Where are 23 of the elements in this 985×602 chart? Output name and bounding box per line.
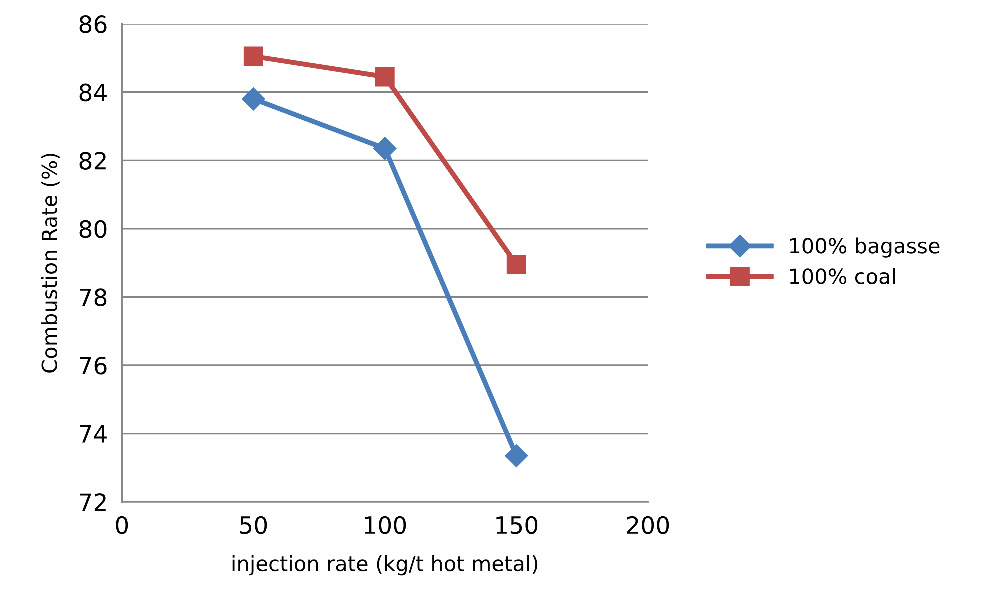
legend-label: 100% bagasse — [790, 238, 940, 258]
x-tick-label: 0 — [116, 516, 128, 534]
x-tick-label: 200 — [627, 516, 670, 534]
y-tick-label: 74 — [80, 426, 107, 443]
y-tick-label: 82 — [80, 152, 106, 170]
point — [506, 255, 526, 275]
x-tick-label: 50 — [240, 516, 268, 534]
y-tick-label: 78 — [80, 288, 107, 307]
y-tick-label: 84 — [80, 84, 107, 102]
y-tick-label: 86 — [80, 16, 107, 34]
point — [505, 444, 528, 468]
y-axis-title: Combustion Rate (%) — [41, 154, 60, 373]
point — [242, 88, 266, 111]
point — [244, 46, 264, 66]
y-tick-label: 76 — [80, 356, 107, 375]
x-axis-title: injection rate (kg/t hot metal) — [232, 555, 538, 576]
y-tick-label: 80 — [80, 220, 107, 238]
x-tick-label: 150 — [496, 516, 538, 534]
legend-label: 100% coal — [790, 268, 896, 284]
point — [374, 137, 397, 160]
point — [375, 67, 395, 87]
y-tick-label: 72 — [80, 494, 106, 512]
x-tick-label: 100 — [365, 516, 406, 534]
